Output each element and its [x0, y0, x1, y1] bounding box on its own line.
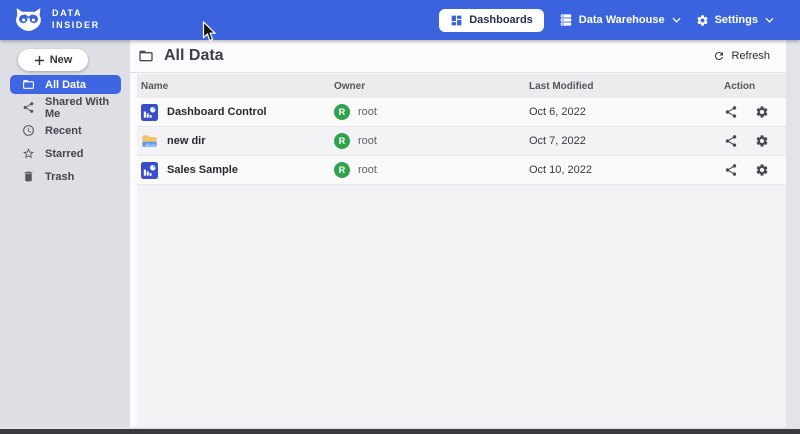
- window-bottom-edge: [0, 429, 800, 434]
- column-header-last-modified: Last Modified: [529, 80, 594, 92]
- nav-settings-label: Settings: [714, 14, 758, 26]
- share-icon[interactable]: [724, 134, 738, 148]
- last-modified-date: Oct 10, 2022: [529, 164, 592, 176]
- table-row[interactable]: new dir R root Oct 7, 2022: [137, 127, 786, 156]
- share-icon[interactable]: [724, 105, 738, 119]
- gear-icon[interactable]: [755, 105, 769, 119]
- table-header-row: Name Owner Last Modified Action: [137, 74, 786, 98]
- app-name: DATA INSIDER: [52, 8, 100, 30]
- owner-avatar: R: [334, 133, 350, 149]
- dashboard-icon: [450, 14, 463, 27]
- owner-name: root: [358, 135, 377, 147]
- column-header-owner: Owner: [334, 80, 366, 92]
- sidebar: New All Data Shared With Me Recent: [0, 40, 130, 427]
- sidebar-item-label: Starred: [45, 147, 84, 160]
- folder-icon: [138, 48, 154, 64]
- gear-icon[interactable]: [755, 134, 769, 148]
- chevron-down-icon: [672, 17, 681, 23]
- dashboard-file-icon: [141, 161, 158, 179]
- last-modified-date: Oct 6, 2022: [529, 106, 586, 118]
- page-title: All Data: [164, 47, 224, 64]
- top-bar: DATA INSIDER Dashboards: [0, 0, 800, 40]
- nav-data-warehouse-button[interactable]: Data Warehouse: [559, 13, 681, 27]
- file-name: Sales Sample: [167, 164, 238, 176]
- new-button-label: New: [49, 54, 73, 66]
- last-modified-date: Oct 7, 2022: [529, 135, 586, 147]
- owner-name: root: [358, 164, 377, 176]
- owner-avatar: R: [334, 104, 350, 120]
- share-icon[interactable]: [724, 163, 738, 177]
- refresh-label: Refresh: [731, 50, 770, 62]
- dashboard-file-icon: [141, 103, 158, 121]
- app-logo: DATA INSIDER: [13, 7, 100, 33]
- sidebar-item-label: Recent: [45, 124, 82, 137]
- sidebar-item-recent[interactable]: Recent: [10, 121, 121, 140]
- gear-icon: [696, 14, 709, 27]
- top-nav: Dashboards: [439, 8, 774, 32]
- folder-icon: [22, 78, 35, 91]
- refresh-button[interactable]: Refresh: [713, 50, 770, 62]
- table-row[interactable]: Dashboard Control R root Oct 6, 2022: [137, 98, 786, 127]
- chevron-down-icon: [765, 17, 774, 23]
- sidebar-item-label: Trash: [45, 170, 75, 183]
- main-panel: All Data Refresh Name Owner Last Modifie…: [130, 40, 786, 427]
- trash-icon: [22, 170, 35, 183]
- nav-settings-button[interactable]: Settings: [696, 14, 774, 27]
- sidebar-nav: All Data Shared With Me Recent Starred: [0, 75, 130, 190]
- plus-icon: [34, 55, 45, 66]
- owl-logo-icon: [13, 7, 44, 33]
- folder-file-icon: [141, 133, 158, 150]
- gear-icon[interactable]: [755, 163, 769, 177]
- file-table: Name Owner Last Modified Action: [137, 74, 786, 427]
- sidebar-item-starred[interactable]: Starred: [10, 144, 121, 163]
- sidebar-item-trash[interactable]: Trash: [10, 167, 121, 186]
- nav-dashboards-label: Dashboards: [469, 14, 533, 26]
- sidebar-item-label: Shared With Me: [45, 95, 110, 120]
- clock-icon: [22, 124, 35, 137]
- share-nodes-icon: [22, 101, 35, 114]
- content-header: All Data Refresh: [130, 40, 786, 73]
- file-name: new dir: [167, 135, 206, 147]
- sidebar-item-all-data[interactable]: All Data: [10, 75, 121, 94]
- nav-data-warehouse-label: Data Warehouse: [578, 14, 665, 26]
- file-name: Dashboard Control: [167, 106, 267, 118]
- sidebar-item-shared-with-me[interactable]: Shared With Me: [10, 95, 121, 120]
- owner-name: root: [358, 106, 377, 118]
- new-button[interactable]: New: [18, 49, 88, 71]
- sidebar-item-label: All Data: [45, 78, 86, 91]
- nav-dashboards-button[interactable]: Dashboards: [439, 8, 544, 32]
- column-header-action: Action: [724, 80, 756, 92]
- refresh-icon: [713, 50, 725, 62]
- star-icon: [22, 147, 35, 160]
- column-header-name: Name: [141, 80, 169, 92]
- table-row[interactable]: Sales Sample R root Oct 10, 2022: [137, 156, 786, 185]
- owner-avatar: R: [334, 162, 350, 178]
- database-icon: [559, 13, 573, 27]
